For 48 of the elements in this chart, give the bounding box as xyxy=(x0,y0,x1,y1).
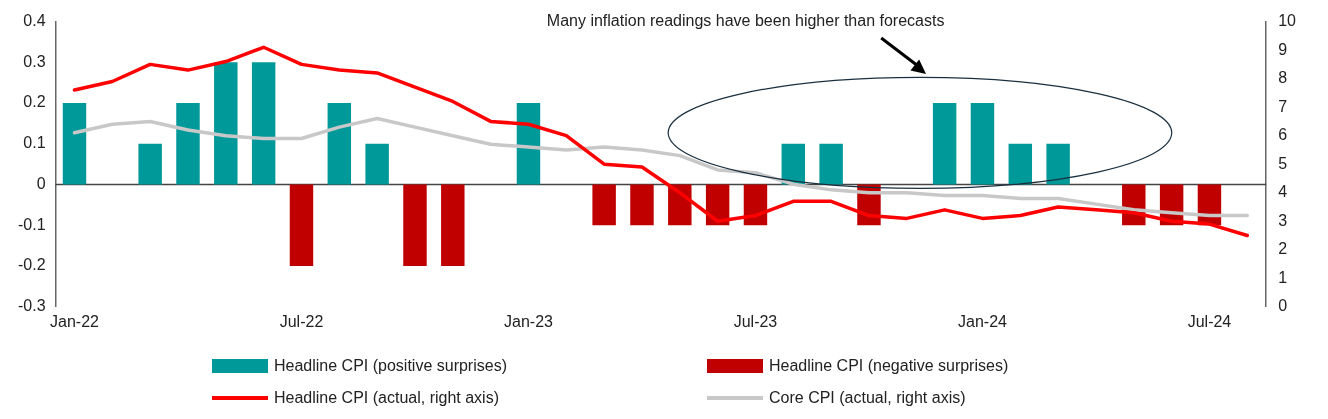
bar xyxy=(403,184,427,267)
y2-tick-label: 5 xyxy=(1278,154,1288,172)
x-tick-label: Jan-23 xyxy=(504,312,554,330)
legend-label: Headline CPI (negative surprises) xyxy=(769,357,1009,375)
x-tick-label: Jul-24 xyxy=(1187,312,1232,330)
y2-tick-label: 2 xyxy=(1278,240,1288,258)
bar xyxy=(441,184,465,267)
bar xyxy=(176,103,200,185)
bar xyxy=(365,143,389,185)
bar xyxy=(289,184,314,267)
y-tick-label: 0.4 xyxy=(23,12,46,30)
bar xyxy=(970,103,995,185)
y2-tick-label: 8 xyxy=(1278,69,1288,87)
x-tick-label: Jan-22 xyxy=(50,312,100,330)
y2-tick-label: 7 xyxy=(1278,97,1288,115)
y-tick-label: -0.1 xyxy=(17,215,46,233)
y2-tick-label: 0 xyxy=(1278,297,1288,315)
y-tick-label: 0 xyxy=(36,174,46,192)
bar xyxy=(1008,143,1033,185)
legend-label: Core CPI (actual, right axis) xyxy=(769,389,966,407)
x-tick-label: Jan-24 xyxy=(958,312,1008,330)
annotation: Many inflation readings have been higher than forecasts xyxy=(546,12,945,30)
bar xyxy=(630,184,654,226)
legend-label: Headline CPI (positive surprises) xyxy=(274,357,507,375)
bar xyxy=(214,62,238,185)
y-tick-label: 0.1 xyxy=(23,134,46,152)
bar xyxy=(932,103,957,185)
y2-tick-label: 1 xyxy=(1278,268,1288,286)
bar xyxy=(138,143,162,185)
y2-tick-label: 10 xyxy=(1278,12,1297,30)
x-tick-label: Jul-23 xyxy=(733,312,778,330)
y2-tick-label: 9 xyxy=(1278,40,1288,58)
y2-tick-label: 6 xyxy=(1278,126,1288,144)
y2-tick-label: 4 xyxy=(1278,183,1288,201)
y2-tick-label: 3 xyxy=(1278,211,1288,229)
y-tick-label: -0.3 xyxy=(17,297,46,315)
bar xyxy=(516,103,541,185)
bar xyxy=(592,184,616,226)
y-tick-label: 0.3 xyxy=(23,52,46,70)
bar xyxy=(1046,143,1070,185)
bar xyxy=(819,143,843,185)
x-tick-label: Jul-22 xyxy=(279,312,324,330)
y-tick-label: -0.2 xyxy=(17,256,46,274)
y-tick-label: 0.2 xyxy=(23,93,46,111)
legend-label: Headline CPI (actual, right axis) xyxy=(274,389,499,407)
bar xyxy=(62,103,87,185)
bar xyxy=(251,62,276,185)
bar xyxy=(327,103,352,185)
